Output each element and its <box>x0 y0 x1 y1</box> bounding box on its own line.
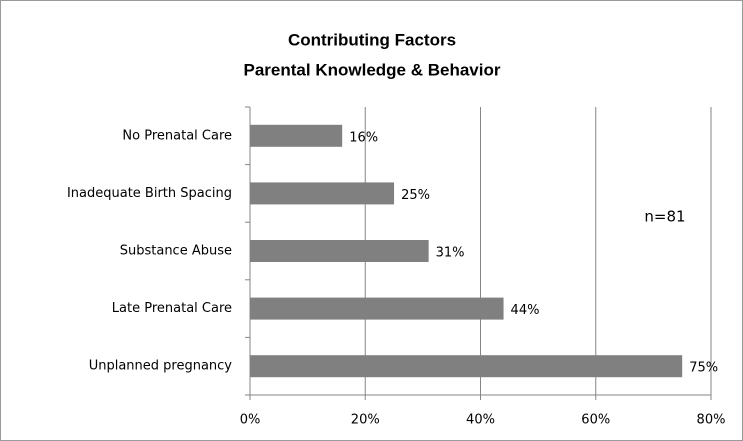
y-tick-label: Unplanned pregnancy <box>89 359 233 374</box>
x-tick-label: 80% <box>697 413 726 428</box>
data-label: 75% <box>689 361 718 376</box>
bar <box>250 355 683 378</box>
bar <box>250 182 395 205</box>
y-tick-label: Substance Abuse <box>120 244 232 259</box>
x-tick-label: 60% <box>581 413 610 428</box>
bar <box>250 240 429 262</box>
bar <box>250 297 504 320</box>
x-tick-label: 0% <box>240 413 261 428</box>
data-label: 25% <box>401 188 430 203</box>
chart-subtitle: Parental Knowledge & Behavior <box>244 60 501 79</box>
y-tick-label: Late Prenatal Care <box>112 301 232 316</box>
y-tick-label: No Prenatal Care <box>122 128 232 143</box>
chart-title: Contributing Factors <box>288 30 456 49</box>
x-tick-label: 20% <box>351 413 380 428</box>
data-label: 16% <box>349 130 378 145</box>
bar <box>250 124 343 147</box>
y-tick-label: Inadequate Birth Spacing <box>67 186 232 201</box>
annotation: n=81 <box>644 208 685 226</box>
data-label: 31% <box>436 246 465 261</box>
data-label: 44% <box>511 303 540 318</box>
x-tick-label: 40% <box>466 413 495 428</box>
